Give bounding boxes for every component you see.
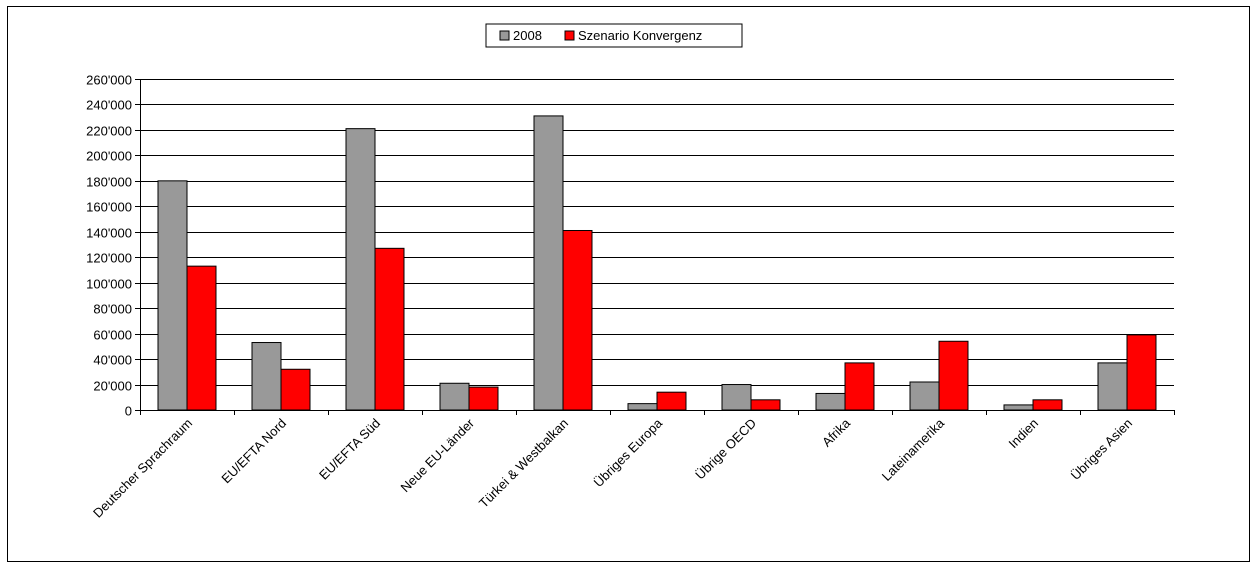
- y-tick-label: 80'000: [93, 302, 132, 317]
- bar-2008: [627, 403, 658, 411]
- bar-szenario-konvergenz: [1126, 334, 1157, 411]
- y-tick-label: 120'000: [86, 251, 132, 266]
- category-label: Indien: [1005, 416, 1041, 452]
- y-tick-label: 200'000: [86, 149, 132, 164]
- bar-szenario-konvergenz: [468, 386, 499, 411]
- legend-label-2008: 2008: [513, 28, 542, 43]
- bar-szenario-konvergenz: [844, 362, 875, 411]
- category-label: Übriges Asien: [1068, 416, 1135, 483]
- y-tick-label: 240'000: [86, 98, 132, 113]
- y-tick-labels: 0 20'000 40'000 60'000 80'000 100'000 120'000 1…: [86, 73, 132, 419]
- category-label: Deutscher Sprachraum: [90, 416, 195, 521]
- bar-2008: [1003, 404, 1034, 411]
- y-tick-label: 180'000: [86, 175, 132, 190]
- category-label: Übriges Europa: [591, 415, 666, 490]
- bar-2008: [721, 384, 752, 411]
- legend-swatch-szenario-konvergenz: [564, 30, 575, 41]
- y-tick-label: 20'000: [93, 379, 132, 394]
- category-label: Neue EU-Länder: [398, 415, 478, 495]
- y-tick-label: 40'000: [93, 353, 132, 368]
- legend-label-szenario-konvergenz: Szenario Konvergenz: [578, 28, 702, 43]
- bar-2008: [157, 180, 188, 411]
- category-label: Lateinamerika: [879, 415, 948, 484]
- bar-szenario-konvergenz: [1032, 399, 1063, 411]
- category-label: EU/EFTA Süd: [316, 416, 383, 483]
- bar-szenario-konvergenz: [280, 368, 311, 411]
- bar-2008: [251, 342, 282, 411]
- y-tick-label: 160'000: [86, 200, 132, 215]
- bar-szenario-konvergenz: [750, 399, 781, 411]
- category-label: Türkei & Westbalkan: [476, 416, 571, 511]
- bar-2008: [815, 392, 846, 411]
- y-tick-label: 100'000: [86, 277, 132, 292]
- bars: [157, 115, 1157, 411]
- bar-szenario-konvergenz: [562, 229, 593, 411]
- category-label: Übrige OECD: [692, 416, 759, 483]
- legend-swatch-2008: [499, 30, 510, 41]
- axes: [135, 79, 1175, 415]
- bar-2008: [439, 382, 470, 411]
- bar-szenario-konvergenz: [656, 391, 687, 411]
- bar-szenario-konvergenz: [186, 265, 217, 411]
- category-labels: Deutscher Sprachraum EU/EFTA Nord EU/EFTA …: [90, 415, 1135, 521]
- category-label: EU/EFTA Nord: [218, 416, 289, 487]
- legend-box: [485, 23, 743, 48]
- y-tick-label: 140'000: [86, 226, 132, 241]
- y-tick-label: 260'000: [86, 73, 132, 88]
- y-tick-label: 60'000: [93, 328, 132, 343]
- category-label: Afrika: [819, 415, 854, 450]
- gridlines: [140, 79, 1174, 386]
- bar-2008: [1097, 362, 1128, 411]
- bar-2008: [909, 381, 940, 411]
- bar-szenario-konvergenz: [374, 247, 405, 411]
- y-tick-label: 0: [125, 404, 132, 419]
- legend: 2008 Szenario Konvergenz: [485, 23, 743, 48]
- bar-2008: [345, 128, 376, 411]
- bar-szenario-konvergenz: [938, 340, 969, 411]
- bar-2008: [533, 115, 564, 411]
- y-tick-label: 220'000: [86, 124, 132, 139]
